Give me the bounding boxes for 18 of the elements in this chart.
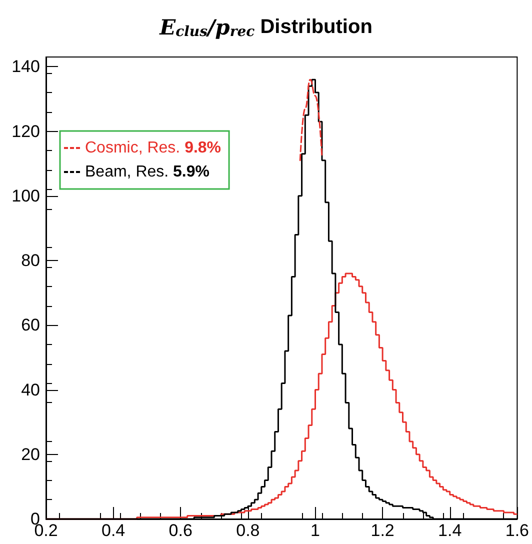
- legend-label: Beam, Res. 5.9%: [85, 164, 210, 180]
- legend-label: Cosmic, Res. 9.8%: [85, 140, 222, 156]
- y-tick-label: 100: [12, 186, 40, 206]
- x-tick-label: 0.8: [236, 521, 260, 540]
- x-tick-label: 1: [310, 521, 320, 540]
- x-tick-label: 1.6: [505, 521, 530, 540]
- chart-title: Eclus/prec Distribution: [158, 14, 372, 40]
- x-tick-label: 1.2: [370, 521, 394, 540]
- y-tick-label: 40: [21, 380, 40, 400]
- line-series: [299, 78, 323, 162]
- y-tick-label: 80: [21, 251, 40, 270]
- y-tick-label: 120: [12, 122, 40, 141]
- y-tick-label: 60: [21, 316, 40, 335]
- y-tick-label: 140: [12, 57, 40, 76]
- x-tick-label: 1.4: [438, 521, 462, 540]
- y-tick-label: 20: [21, 444, 40, 464]
- x-tick-label: 0.4: [101, 521, 126, 540]
- x-tick-label: 0.6: [168, 521, 192, 540]
